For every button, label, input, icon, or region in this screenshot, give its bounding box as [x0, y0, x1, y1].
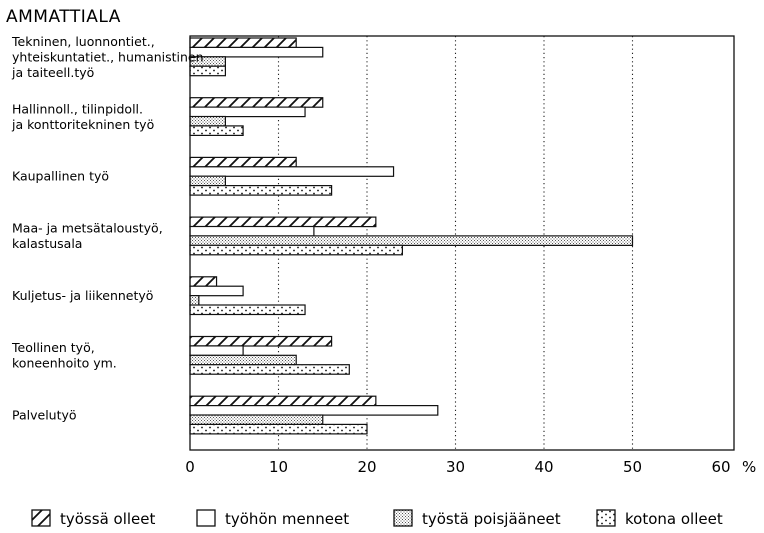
category-label: Tekninen, luonnontiet., yhteiskuntatiet.,… [11, 34, 204, 80]
bar-työstä-poisjääneet [189, 175, 227, 187]
category-label: Kaupallinen työ [12, 169, 109, 184]
legend-item: työssä olleet [31, 509, 155, 528]
x-tick-label: 0 [185, 458, 195, 476]
legend-item: kotona olleet [596, 509, 723, 528]
x-tick-label: 10 [269, 458, 288, 476]
bar-työhön-menneet [189, 46, 324, 58]
bar-työstä-poisjääneet [189, 295, 200, 306]
bar-työstä-poisjääneet [189, 354, 297, 366]
legend-label: työstä poisjääneet [422, 510, 561, 528]
bar-kotona-olleet [189, 423, 368, 435]
bar-kotona-olleet [189, 185, 333, 196]
legend-swatch [31, 509, 51, 527]
legend-label: työhön menneet [225, 510, 349, 528]
x-axis-label: % [742, 458, 756, 476]
x-tick-label: 50 [623, 458, 642, 476]
bar-työhön-menneet [189, 106, 306, 118]
bar-työssä-olleet [189, 276, 218, 287]
category-label: Teollinen työ, koneenhoito ym. [11, 340, 117, 371]
legend-swatch [196, 509, 216, 527]
bar-työstä-poisjääneet [189, 235, 634, 246]
category-label: Hallinnoll., tilinpidoll. ja konttoritekn… [11, 101, 154, 132]
category-label: Kuljetus- ja liikennetyö [12, 288, 153, 303]
x-tick-label: 60 [711, 458, 730, 476]
legend-swatch [393, 509, 413, 527]
bar-kotona-olleet [189, 244, 403, 256]
x-tick-label: 20 [357, 458, 376, 476]
bar-työssä-olleet [189, 97, 324, 108]
legend-label: työssä olleet [60, 510, 155, 528]
bar-työssä-olleet [189, 156, 297, 168]
x-tick-label: 30 [446, 458, 465, 476]
category-label: Maa- ja metsätaloustyö, kalastusala [12, 221, 163, 252]
bar-työstä-poisjääneet [189, 115, 227, 127]
bar-kotona-olleet [189, 304, 306, 316]
legend-label: kotona olleet [625, 510, 723, 528]
bar-työstä-poisjääneet [189, 414, 324, 426]
bar-kotona-olleet [189, 364, 350, 375]
bar-työssä-olleet [189, 395, 377, 407]
bar-työhön-menneet [189, 285, 244, 297]
category-label: Palvelutyö [12, 408, 77, 423]
bar-työhön-menneet [189, 225, 315, 237]
legend-item: työstä poisjääneet [393, 509, 561, 528]
chart-title: AMMATTIALA [6, 7, 121, 27]
bar-työssä-olleet [189, 335, 333, 347]
x-tick-label: 40 [534, 458, 553, 476]
bar-työssä-olleet [189, 216, 377, 228]
category-labels: Tekninen, luonnontiet., yhteiskuntatiet.,… [11, 34, 204, 423]
plot-frame [189, 35, 735, 451]
bar-työhön-menneet [189, 166, 395, 177]
bar-työhön-menneet [189, 345, 244, 356]
legend: työssä olleet työhön menneet työstä poisjä… [31, 509, 723, 528]
bar-kotona-olleet [189, 125, 244, 137]
x-tick-labels: 0 10 20 30 40 50 60 [185, 458, 730, 476]
bar-työssä-olleet [189, 37, 297, 49]
bars [189, 37, 634, 435]
bar-kotona-olleet [189, 65, 227, 77]
bar-työhön-menneet [189, 405, 439, 416]
legend-item: työhön menneet [196, 509, 349, 528]
legend-swatch [596, 509, 616, 527]
